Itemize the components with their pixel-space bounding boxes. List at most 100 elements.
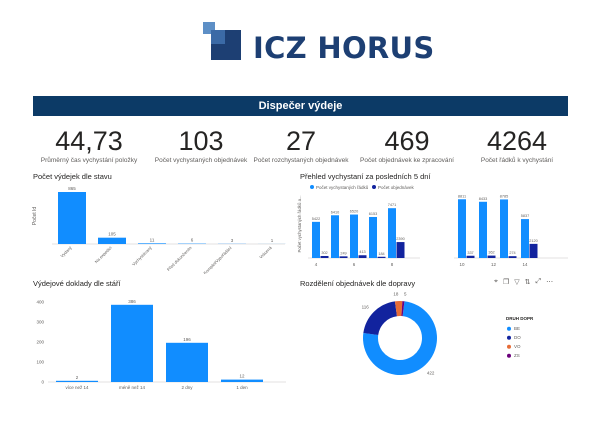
age-chart-title: Výdejové doklady dle stáří: [33, 279, 121, 288]
data-label: 8433: [479, 197, 487, 201]
data-label: 274: [509, 251, 515, 255]
legend-label: DO: [514, 335, 521, 340]
bar-orders: [396, 242, 405, 258]
legend-marker: [507, 344, 511, 349]
data-label: 2: [76, 375, 79, 380]
bar-rows: [331, 215, 339, 258]
bar-rows: [350, 214, 358, 258]
legend-label: BE: [514, 326, 520, 331]
y-tick-label: 300: [36, 320, 44, 325]
kpi-card[interactable]: 27 Počet rozchystaných objednávek: [246, 126, 356, 164]
bar: [166, 342, 208, 382]
dashboard-title-bar: Dispečer výdeje: [33, 96, 568, 116]
y-axis-label: Počet vychystaných řádků a...: [297, 195, 302, 252]
bar-rows: [521, 219, 529, 258]
bar-orders: [377, 256, 386, 258]
legend-marker: [507, 335, 511, 340]
kpi-value: 469: [384, 126, 430, 156]
more-icon[interactable]: ⋯: [546, 279, 554, 286]
x-tick-label: 12: [491, 262, 497, 267]
legend-label: Počet vychystaných řádků: [316, 184, 369, 190]
category-label: Komplet/Vypořádání: [202, 245, 233, 274]
x-tick-label: 10: [459, 262, 465, 267]
bar: [138, 243, 166, 244]
filter-icon[interactable]: ▽: [514, 279, 520, 286]
x-tick-label: 4: [315, 262, 318, 267]
legend-label: Počet objednávek: [378, 185, 415, 190]
data-label: 302: [321, 251, 327, 255]
last5-chart: Počet vychystaných řádků Počet objednávek…: [297, 184, 568, 267]
data-label: 7471: [388, 203, 396, 207]
expand-icon[interactable]: ⤢: [535, 278, 542, 285]
bar-rows: [479, 201, 487, 258]
bar-orders: [487, 255, 496, 258]
data-label: 6410: [331, 210, 339, 214]
data-label: 12: [239, 374, 245, 379]
x-tick-label: 6: [353, 262, 356, 267]
data-label: 249: [340, 251, 346, 255]
kpi-label: Počet objednávek ke zpracování: [360, 157, 454, 164]
icz-horus-logo: ICZ HORUS: [203, 22, 434, 72]
legend-label: VO: [514, 344, 521, 349]
x-tick-label: 14: [522, 262, 528, 267]
data-label: 184: [378, 252, 384, 256]
age-chart: 400 300 200 100 0 2 více než 14 386 méně než 14 1…: [36, 299, 286, 390]
category-label: Před dokončením: [166, 245, 193, 272]
kpi-card[interactable]: 469 Počet objednávek ke zpracování: [352, 126, 462, 164]
bar-orders: [529, 243, 538, 258]
bar: [221, 379, 263, 382]
x-tick-label: 8: [391, 262, 394, 267]
kpi-value: 4264: [486, 126, 548, 156]
logo-mark-icon: [203, 22, 241, 60]
data-label: 8811: [458, 194, 466, 198]
slice-label: 116: [362, 304, 370, 309]
legend-marker: [310, 185, 314, 189]
bar-orders: [466, 255, 475, 258]
data-label: 6153: [369, 212, 377, 216]
page-title: Dispečer výdeje: [258, 100, 343, 112]
drill-icon[interactable]: ⇅: [524, 279, 531, 286]
status-chart-title: Počet výdejek dle stavu: [33, 172, 112, 181]
kpi-card[interactable]: 44,73 Průměrný čas vychystání položky: [34, 126, 144, 164]
bar-orders: [508, 256, 517, 258]
bar-rows: [500, 199, 508, 258]
data-label: 386: [128, 299, 136, 304]
category-label: Vydaný: [59, 245, 73, 259]
bar-rows: [312, 221, 320, 258]
kpi-label: Počet rozchystaných objednávek: [253, 157, 349, 164]
y-tick-label: 200: [36, 340, 44, 345]
data-label: 3: [231, 238, 234, 243]
y-tick-label: 100: [36, 360, 44, 365]
data-label: 2390: [396, 237, 404, 241]
data-label: 5837: [521, 214, 529, 218]
kpi-label: Průměrný čas vychystání položky: [40, 157, 138, 164]
donut-slice: [401, 301, 405, 317]
pin-icon[interactable]: ⌖: [494, 278, 498, 285]
data-label: 1: [271, 238, 274, 243]
data-label: 11: [150, 237, 155, 242]
data-label: 8785: [500, 194, 508, 198]
copy-icon[interactable]: ❐: [502, 279, 510, 286]
data-label: 105: [108, 232, 116, 237]
category-label: Vrácená: [258, 245, 273, 260]
slice-label: 5: [404, 292, 407, 297]
bar-rows: [369, 216, 377, 258]
logo-text: ICZ HORUS: [253, 31, 435, 65]
data-label: 196: [183, 337, 191, 342]
category-label: 2 dny: [181, 385, 193, 390]
bar-rows: [388, 208, 396, 258]
legend-marker: [507, 326, 511, 331]
category-label: Vychystávaný: [131, 245, 153, 267]
transport-chart-title: Rozdělení objednávek dle dopravy: [300, 279, 416, 288]
kpi-card[interactable]: 103 Počet vychystaných objednávek: [146, 126, 256, 164]
y-tick-label: 400: [36, 300, 44, 305]
bar-orders: [320, 255, 329, 258]
y-axis-label: Počet Id: [32, 207, 38, 226]
kpi-value: 103: [178, 126, 224, 156]
transport-chart: 422 116 18 5 DRUH DOPR BE DO VO ZS: [362, 292, 534, 376]
bar-orders: [339, 256, 348, 258]
data-label: 2120: [529, 239, 537, 243]
legend-label: ZS: [514, 353, 520, 358]
kpi-card[interactable]: 4264 Počet řádků k vychystání: [462, 126, 572, 164]
donut-slice: [363, 301, 437, 375]
